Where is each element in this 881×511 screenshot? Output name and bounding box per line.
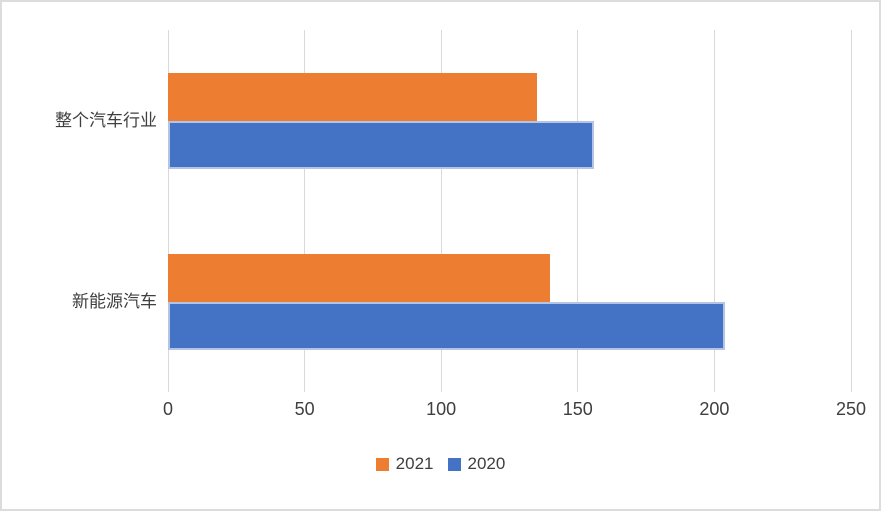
bar-2020-整个汽车行业 — [168, 120, 595, 169]
x-tick-label: 200 — [699, 399, 730, 419]
gridline — [850, 30, 852, 392]
x-tick-label: 0 — [162, 399, 173, 419]
bar-2021-新能源汽车 — [168, 253, 551, 302]
x-tick-label: 250 — [835, 399, 867, 419]
x-tick-label: 150 — [562, 399, 593, 419]
legend: 2021 2020 — [2, 454, 879, 474]
gridline — [440, 30, 442, 392]
gridline — [713, 30, 715, 392]
x-tick-label: 50 — [294, 399, 315, 419]
legend-item-2021: 2021 — [375, 454, 434, 474]
bar-2021-整个汽车行业 — [168, 72, 537, 121]
category-label: 新能源汽车 — [72, 291, 157, 311]
legend-label-2020: 2020 — [467, 454, 506, 473]
legend-swatch-2020-icon — [447, 457, 461, 471]
x-tick-label: 100 — [426, 399, 457, 419]
gridline — [304, 30, 306, 392]
gridline — [577, 30, 579, 392]
legend-label-2021: 2021 — [395, 454, 434, 473]
bar-2020-新能源汽车 — [168, 301, 726, 350]
legend-swatch-2021-icon — [375, 457, 389, 471]
category-axis-line — [167, 30, 169, 392]
category-label: 整个汽车行业 — [55, 110, 157, 130]
legend-item-2020: 2020 — [447, 454, 506, 474]
